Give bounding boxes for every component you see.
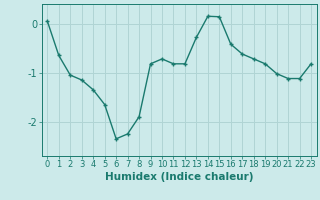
- X-axis label: Humidex (Indice chaleur): Humidex (Indice chaleur): [105, 172, 253, 182]
